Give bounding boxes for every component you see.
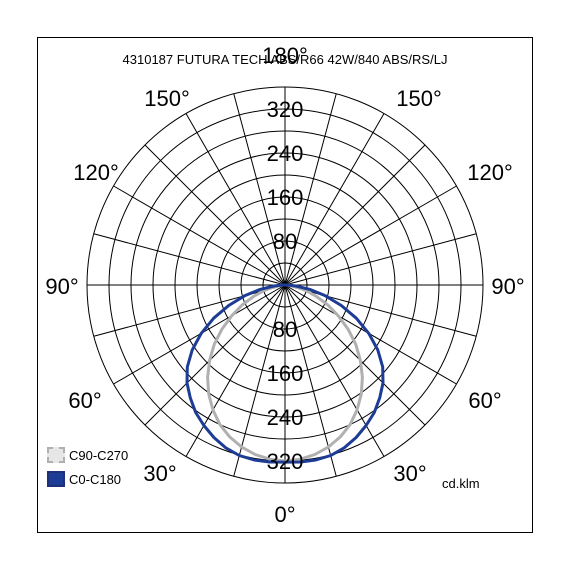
legend-item-c0: C0-C180 [47, 467, 128, 491]
legend-swatch-c90 [47, 447, 65, 463]
grid-spoke [284, 284, 385, 457]
angle-label-top: 180° [262, 43, 308, 68]
radial-tick-label: 240 [267, 141, 304, 166]
unit-label: cd.klm [442, 476, 480, 491]
grid-spoke [284, 233, 477, 286]
radial-tick-label: 80 [273, 229, 297, 254]
grid-spoke [185, 113, 286, 286]
radial-tick-label: 240 [267, 405, 304, 430]
grid-spoke [185, 284, 286, 457]
grid-spoke [144, 144, 286, 286]
angle-label-mid-upper-right: 120° [467, 160, 513, 185]
angle-label-right: 90° [491, 274, 524, 299]
radial-tick-label: 320 [267, 449, 304, 474]
grid-spoke [284, 93, 337, 286]
angle-label-lower-right: 60° [468, 388, 501, 413]
legend-item-c90: C90-C270 [47, 443, 128, 467]
grid-spoke [284, 144, 426, 286]
polar-grid [86, 86, 484, 484]
angle-label-bottom-right: 30° [393, 461, 426, 486]
grid-spoke [144, 284, 286, 426]
angle-label-upper-right: 150° [396, 86, 442, 111]
angle-label-mid-upper-left: 120° [73, 160, 119, 185]
grid-spoke [284, 284, 426, 426]
radial-tick-labels: 80 80 160 160 240 240 320 320 [267, 97, 304, 474]
angle-label-bottom: 0° [274, 502, 295, 527]
grid-spoke [284, 113, 385, 286]
radial-tick-label: 160 [267, 361, 304, 386]
legend-swatch-c0 [47, 471, 65, 487]
grid-spoke [284, 284, 337, 477]
curves [185, 283, 385, 464]
curve-c0-c180 [185, 283, 385, 464]
grid-spoke [284, 284, 477, 337]
radial-tick-label: 80 [273, 317, 297, 342]
chart-title: 4310187 FUTURA TECH ABS/R66 42W/840 ABS/… [122, 52, 448, 67]
grid-spoke [93, 233, 286, 286]
angle-label-lower-left: 60° [68, 388, 101, 413]
angle-label-left: 90° [45, 274, 78, 299]
grid-spoke [113, 185, 286, 286]
legend-label-c0: C0-C180 [69, 471, 122, 487]
radial-tick-label: 320 [267, 97, 304, 122]
grid-spoke [284, 185, 457, 286]
legend-label-c90: C90-C270 [69, 447, 129, 463]
grid-spoke [233, 93, 286, 286]
angle-labels: 180° 0° 150° 150° 120° 120° 90° 90° 60° 60° 30° 30° [45, 43, 524, 527]
angle-label-bottom-left: 30° [143, 461, 176, 486]
legend: C90-C270 C0-C180 [47, 443, 128, 491]
grid-spoke [233, 284, 286, 477]
grid-spoke [93, 284, 286, 337]
radial-tick-label: 160 [267, 185, 304, 210]
angle-label-upper-left: 150° [144, 86, 190, 111]
